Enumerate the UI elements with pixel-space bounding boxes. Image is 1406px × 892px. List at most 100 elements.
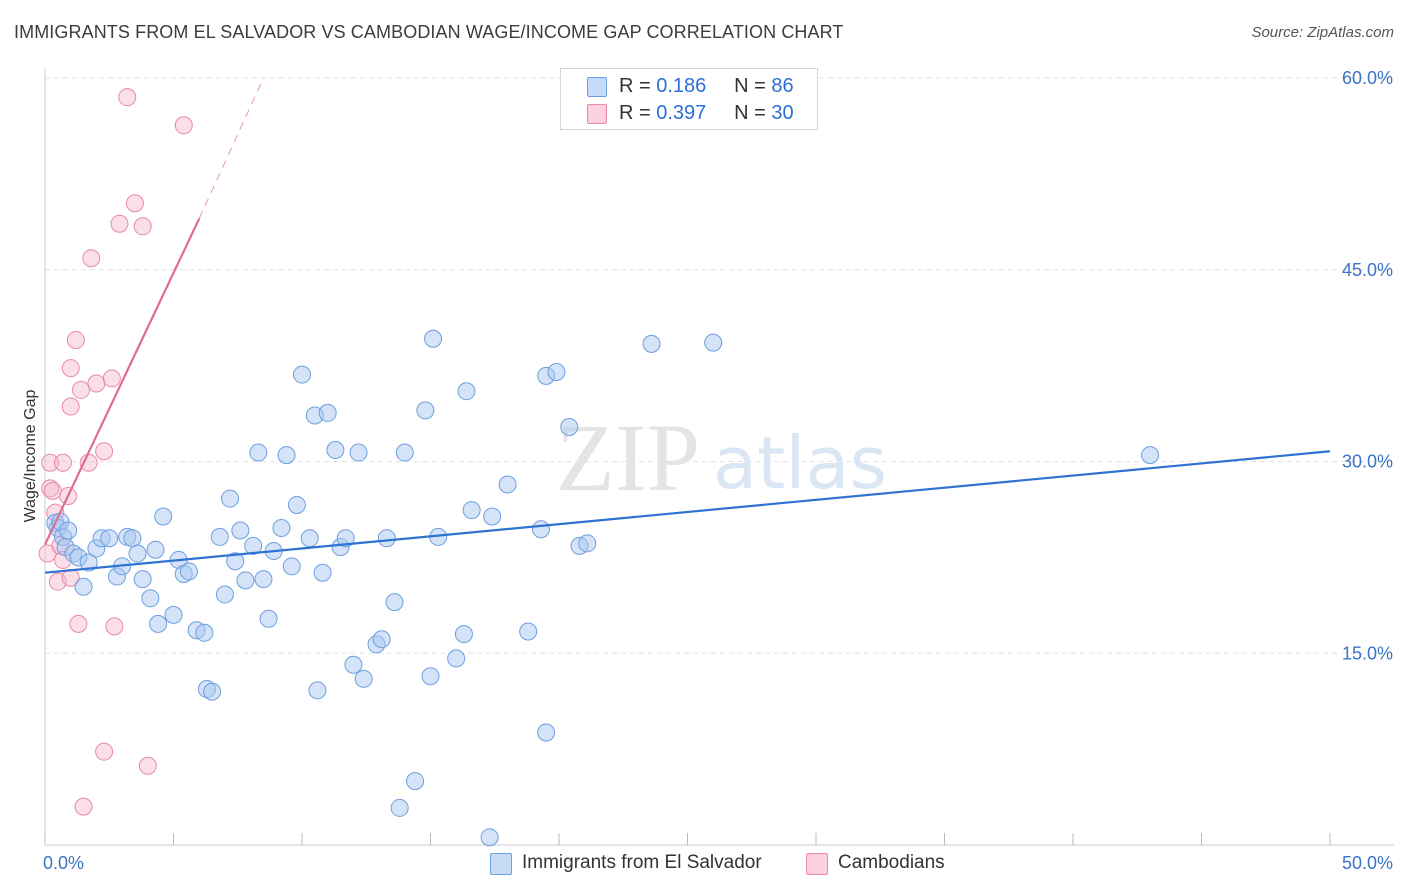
cambodian-point (87, 374, 106, 393)
el-salvador-point (704, 333, 723, 352)
el-salvador-point (457, 382, 476, 401)
y-tick-label: 15.0% (1342, 643, 1393, 663)
chart-title: IMMIGRANTS FROM EL SALVADOR VS CAMBODIAN… (14, 22, 844, 42)
el-salvador-point (244, 536, 263, 555)
el-salvador-point (100, 529, 119, 548)
el-salvador-point (300, 529, 319, 548)
cambodians-points (38, 88, 193, 816)
legend-n-value: 86 (771, 75, 794, 97)
el-salvador-point (236, 571, 255, 590)
el-salvador-point (372, 630, 391, 649)
el-salvador-point (74, 577, 93, 596)
el-salvador-point (287, 495, 306, 514)
legend-swatch-pink (587, 104, 607, 124)
cambodian-point (69, 614, 88, 633)
el-salvador-point (354, 669, 373, 688)
el-salvador-point (578, 534, 597, 553)
grid-lines (45, 77, 1394, 654)
watermark-atlas: atlas (713, 421, 887, 505)
el-salvador-point (282, 557, 301, 576)
watermark-zip: ZIP (556, 404, 700, 511)
cambodian-point (110, 214, 129, 233)
el-salvador-point (532, 520, 551, 539)
tick-labels: 15.0% 30.0% 45.0% 60.0% 0.0% 50.0% (43, 68, 1393, 873)
el-salvador-points (46, 329, 1160, 847)
bottom-legend-label: Cambodians (838, 852, 945, 873)
el-salvador-point (318, 403, 337, 422)
legend-n-label: N = (734, 102, 766, 124)
el-salvador-point (385, 593, 404, 612)
cambodian-point (133, 217, 152, 236)
trend-lines (44, 77, 1331, 574)
legend: R = 0.186 N = 86 R = 0.397 N = 30 (560, 68, 818, 130)
el-salvador-point (416, 401, 435, 420)
el-salvador-point (210, 527, 229, 546)
el-salvador-point (344, 655, 363, 674)
el-salvador-point (336, 529, 355, 548)
cambodian-point (125, 194, 144, 213)
el-salvador-point (133, 570, 152, 589)
x-tick-label: 50.0% (1342, 853, 1393, 873)
el-salvador-point (293, 365, 311, 384)
el-salvador-point (560, 417, 579, 436)
legend-r-value: 0.186 (656, 75, 707, 97)
el-salvador-point (519, 622, 538, 641)
el-salvador-point (308, 681, 327, 700)
el-salvador-point (326, 440, 345, 459)
y-tick-label: 45.0% (1342, 260, 1393, 280)
legend-r-label: R = (619, 102, 651, 124)
cambodian-point (174, 116, 193, 135)
el-salvador-point (462, 501, 481, 520)
cambodian-point (74, 797, 93, 816)
el-salvador-point (349, 443, 368, 462)
cambodian-point (41, 453, 60, 472)
el-salvador-point (406, 772, 425, 791)
el-salvador-trend-line (44, 450, 1331, 574)
el-salvador-point (313, 563, 332, 582)
el-salvador-point (141, 589, 160, 608)
el-salvador-point (123, 529, 142, 548)
el-salvador-point (231, 521, 250, 540)
y-axis-label: Wage/Income Gap (22, 390, 39, 523)
el-salvador-point (498, 475, 517, 494)
el-salvador-point (547, 363, 566, 382)
el-salvador-point (272, 518, 291, 537)
zipatlas-watermark: ZIP atlas (556, 404, 887, 511)
el-salvador-point (277, 446, 296, 465)
el-salvador-point (259, 609, 278, 628)
cambodian-point (53, 453, 72, 472)
el-salvador-point (1141, 446, 1160, 465)
bottom-legend-swatch-blue (490, 853, 512, 875)
el-salvador-point (254, 570, 273, 589)
el-salvador-point (226, 552, 245, 571)
cambodian-point (82, 249, 101, 268)
bottom-legend-label: Immigrants from El Salvador (522, 852, 762, 873)
el-salvador-point (483, 507, 502, 526)
source-label: Source: ZipAtlas.com (1251, 24, 1394, 41)
cambodian-point (61, 397, 80, 416)
y-tick-label: 60.0% (1342, 68, 1393, 88)
el-salvador-point (377, 529, 396, 548)
cambodian-point (138, 756, 157, 775)
el-salvador-point (195, 623, 214, 642)
el-salvador-point (215, 585, 234, 604)
cambodian-point (95, 742, 114, 761)
cambodian-point (118, 88, 137, 107)
el-salvador-point (421, 667, 440, 686)
cambodian-trend-line (44, 218, 201, 546)
el-salvador-point (221, 489, 240, 508)
el-salvador-point (454, 625, 473, 644)
el-salvador-point (642, 334, 661, 353)
legend-r-value: 0.397 (656, 102, 707, 124)
el-salvador-point (79, 553, 98, 572)
cambodian-point (102, 369, 121, 388)
cambodian-point (71, 380, 90, 399)
el-salvador-point (424, 329, 443, 348)
el-salvador-point (179, 562, 198, 581)
el-salvador-point (203, 682, 222, 701)
x-tick-label: 0.0% (43, 853, 84, 873)
legend-r-label: R = (619, 75, 651, 97)
el-salvador-point (59, 521, 78, 540)
el-salvador-point (447, 649, 466, 668)
cambodian-point (95, 442, 114, 461)
